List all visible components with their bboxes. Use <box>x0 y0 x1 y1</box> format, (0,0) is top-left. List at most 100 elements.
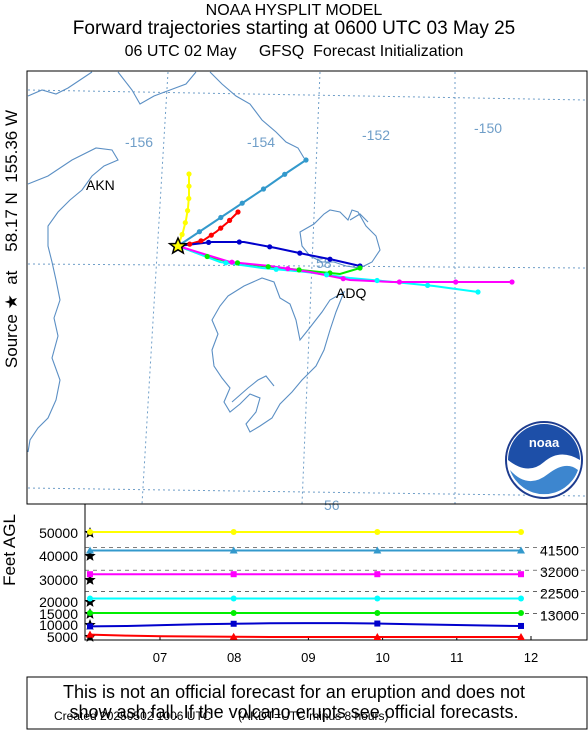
disclaimer-line-1: This is not an official forecast for an … <box>63 682 525 702</box>
map-trajectory-point <box>186 183 192 189</box>
map-trajectory-point <box>396 279 402 285</box>
map-trajectory-point <box>198 238 204 244</box>
map-trajectories <box>177 159 512 293</box>
height-series-point <box>517 546 525 554</box>
height-series-point <box>87 529 93 535</box>
noaa-logo-text: noaa <box>529 435 560 450</box>
lon-label: -154 <box>247 134 275 150</box>
map-trajectory-point <box>425 282 431 288</box>
map-trajectory-point <box>260 186 267 192</box>
map-trajectory-point <box>265 264 271 270</box>
height-series-point <box>518 610 524 616</box>
height-series-point <box>230 610 237 616</box>
map-trajectory-point <box>303 157 309 163</box>
trajectory-title: Forward trajectories starting at 0600 UT… <box>72 18 516 39</box>
height-series-point <box>374 529 381 535</box>
height-series-point <box>374 610 381 616</box>
map-trajectory-point <box>186 171 192 177</box>
right-height-label: 32000 <box>540 564 579 580</box>
map-trajectory-point <box>297 250 303 256</box>
map-trajectory-point <box>475 289 481 295</box>
height-series-point <box>518 622 524 629</box>
height-series-point <box>87 571 93 578</box>
y-tick-label: 5000 <box>47 629 78 645</box>
height-series-point <box>87 610 93 616</box>
height-series-point <box>518 529 524 535</box>
lon-label: -156 <box>125 134 153 150</box>
source-star-icon <box>167 236 189 255</box>
y-tick-star-icon <box>84 550 96 561</box>
map-trajectory-point <box>234 260 241 266</box>
height-series-point <box>87 623 93 630</box>
lon-label: -152 <box>362 127 390 143</box>
y-tick-label: 10000 <box>39 617 78 633</box>
right-height-label: 41500 <box>540 543 579 559</box>
x-tick-label: 08 <box>227 650 241 665</box>
height-series-point <box>86 546 94 554</box>
map-trajectory-point <box>324 272 330 278</box>
map-trajectory-point <box>509 279 515 285</box>
x-tick-label: 07 <box>153 650 167 665</box>
height-series-point <box>373 546 382 554</box>
map-trajectory-point <box>229 259 235 265</box>
map-trajectory-point <box>187 241 193 247</box>
map-trajectory-point <box>340 276 346 282</box>
height-series-point <box>87 595 93 602</box>
map-trajectory-point <box>186 195 192 202</box>
height-series-line <box>89 633 521 638</box>
height-series-point <box>230 620 237 627</box>
height-series-point <box>230 529 237 535</box>
height-series-point <box>374 571 381 578</box>
y-tick-label: 40000 <box>39 548 78 564</box>
map-trajectory-point <box>267 244 273 250</box>
height-series-point <box>230 571 237 578</box>
model-title: NOAA HYSPLIT MODEL <box>205 2 383 19</box>
right-height-label: 13000 <box>540 607 579 623</box>
map-trajectory-point <box>453 279 459 285</box>
noaa-logo: noaa <box>505 421 583 499</box>
height-series-point <box>374 620 381 627</box>
height-series-point <box>86 630 94 638</box>
map-trajectory-point <box>185 208 191 214</box>
map-trajectory-point <box>374 277 380 284</box>
forecast-init-title: 06 UTC 02 May GFSQ Forecast Initializati… <box>124 43 464 60</box>
height-series-point <box>518 595 524 602</box>
x-tick-label: 12 <box>524 650 538 665</box>
x-tick-label: 09 <box>301 650 315 665</box>
height-series-point <box>230 595 237 602</box>
height-series-point <box>517 633 525 640</box>
map-trajectory-point <box>285 266 291 272</box>
graticule <box>27 71 587 505</box>
lon-label: -150 <box>474 120 502 136</box>
place-label-adq: ADQ <box>336 285 366 301</box>
y-tick-star-icon <box>84 574 96 585</box>
map-trajectory-point <box>218 225 224 231</box>
map-trajectory-point <box>327 256 333 262</box>
height-series-point <box>373 633 382 640</box>
right-height-label: 22500 <box>540 586 579 602</box>
height-series-point <box>229 546 238 554</box>
map-trajectory-point <box>179 231 185 238</box>
height-series-point <box>374 595 381 602</box>
y-tick-label: 20000 <box>39 594 78 610</box>
map-trajectory-point <box>218 214 224 221</box>
disclaimer-frame <box>26 676 588 730</box>
disclaimer-line-2: show ash fall. If the volcano erupts see… <box>69 702 519 722</box>
map-trajectory-point <box>357 265 363 271</box>
height-series-line <box>89 622 522 628</box>
map-trajectory-point <box>236 239 242 245</box>
trajectory-magenta <box>177 245 512 283</box>
map-trajectory-point <box>196 229 202 235</box>
x-tick-label: 10 <box>375 650 389 665</box>
height-series-point <box>229 632 238 640</box>
x-tick-label: 11 <box>450 650 464 665</box>
map-trajectory-point <box>208 232 214 238</box>
y-tick-label: 30000 <box>39 572 78 588</box>
map-trajectory-point <box>227 217 233 223</box>
height-series-point <box>518 571 524 578</box>
height-chart-frame <box>84 503 588 641</box>
map-trajectory-point <box>182 220 188 226</box>
map-trajectory-point <box>206 239 212 245</box>
